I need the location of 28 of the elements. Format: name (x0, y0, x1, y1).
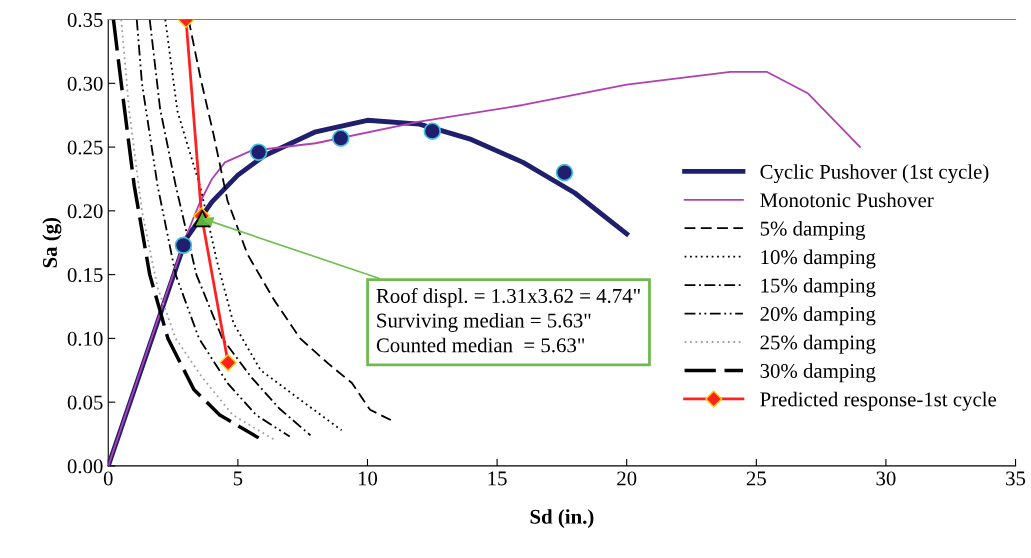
x-tick-label: 15 (488, 471, 507, 486)
x-tick-label: 20 (617, 471, 637, 486)
x-tick-label: 10 (358, 471, 378, 486)
legend-label: 30% damping (760, 363, 876, 383)
legend-label: 10% damping (761, 249, 876, 269)
y-tick-label: 0.10 (67, 331, 103, 346)
x-tick-label: 25 (746, 471, 766, 486)
x-tick-label: 35 (1006, 471, 1026, 486)
legend-label: 5% damping (760, 221, 866, 240)
x-axis-title: Sd (in.) (530, 509, 594, 529)
x-tick-label: 0 (103, 471, 113, 486)
x-tick-label: 5 (233, 471, 243, 486)
y-tick-label: 0.00 (67, 459, 103, 474)
legend-label: Cyclic Pushover (1st cycle) (760, 164, 989, 184)
y-tick-label: 0.30 (67, 76, 103, 91)
y-tick-label: 0.25 (67, 140, 103, 155)
y-tick-label: 0.05 (67, 395, 103, 410)
legend-label: Monotonic Pushover (760, 192, 934, 208)
annotation: Roof displ. = 1.31x3.62 = 4.74" Surviving median = 5.63" Counted median = 5.63" (376, 288, 640, 353)
y-tick-label: 0.35 (67, 12, 103, 28)
y-tick-label: 0.20 (67, 204, 103, 219)
x-tick-label: 30 (876, 471, 896, 486)
legend-label: Predicted response-1st cycle (760, 391, 997, 411)
y-tick-label: 0.15 (67, 267, 103, 283)
y-axis-title: Sa (g) (42, 217, 62, 268)
legend-label: 20% damping (760, 306, 876, 326)
legend-label: 25% damping (760, 334, 876, 354)
legend-label: 15% damping (761, 277, 876, 297)
